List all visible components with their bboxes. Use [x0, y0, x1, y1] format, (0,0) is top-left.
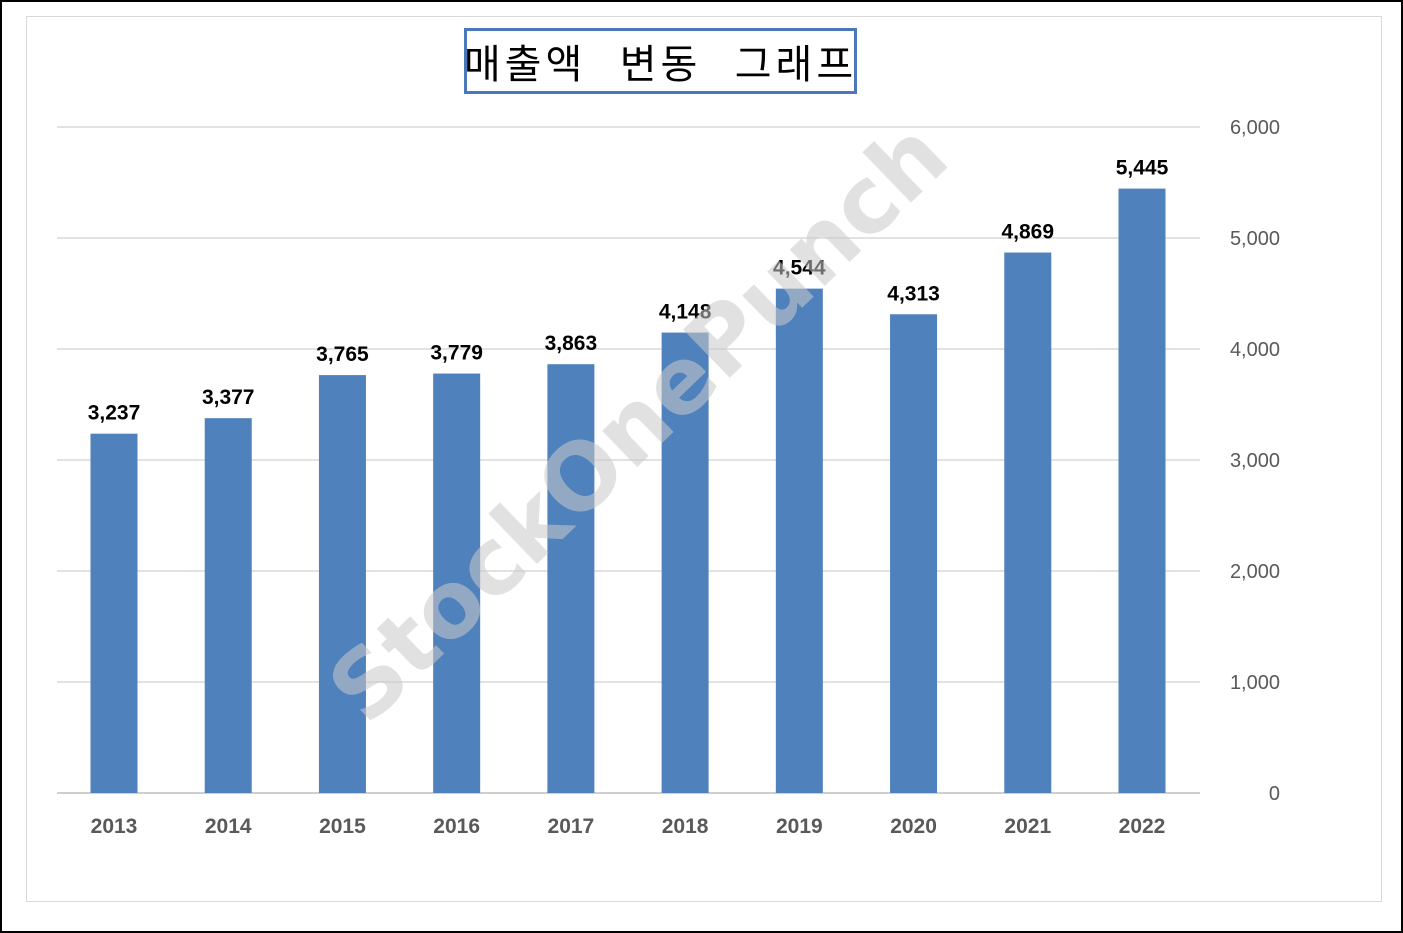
bar	[1118, 188, 1166, 794]
bar	[318, 375, 366, 793]
x-tick-label: 2019	[776, 815, 823, 838]
y-tick-label: 0	[1269, 783, 1280, 805]
data-label: 3,237	[88, 402, 141, 425]
bar	[204, 418, 252, 793]
y-tick-label: 2,000	[1230, 561, 1280, 583]
x-axis-ticks: 2013 2014 2015 2016 2017 2018 2019 2020 2021 2022	[91, 815, 1166, 838]
bar	[890, 314, 938, 793]
x-tick-label: 2015	[319, 815, 366, 838]
x-tick-label: 2018	[662, 815, 709, 838]
data-label: 4,313	[887, 282, 940, 305]
chart-title-box: 매출액 변동 그래프	[464, 28, 857, 94]
data-label: 3,765	[316, 343, 369, 366]
x-tick-label: 2021	[1004, 815, 1051, 838]
chart-title: 매출액 변동 그래프	[463, 42, 858, 88]
x-tick-label: 2014	[205, 815, 252, 838]
bar	[775, 288, 823, 793]
x-tick-label: 2022	[1119, 815, 1166, 838]
data-label: 3,779	[430, 342, 483, 365]
bar	[547, 364, 595, 793]
bar	[433, 373, 481, 793]
x-tick-label: 2020	[890, 815, 937, 838]
y-tick-label: 1,000	[1230, 672, 1280, 694]
data-labels: 3,237 3,377 3,765 3,779 3,863 4,148 4,544 4,313…	[88, 157, 1169, 425]
y-tick-label: 4,000	[1230, 339, 1280, 361]
data-label: 5,445	[1116, 157, 1169, 180]
data-label: 3,863	[545, 332, 598, 355]
data-label: 4,544	[773, 257, 826, 280]
data-label: 3,377	[202, 386, 255, 409]
bar	[90, 433, 138, 793]
x-tick-label: 2013	[91, 815, 138, 838]
bars	[90, 188, 1166, 794]
bar	[1004, 252, 1052, 793]
y-tick-label: 3,000	[1230, 450, 1280, 472]
y-axis-ticks: 0 1,000 2,000 3,000 4,000 5,000 6,000	[1230, 117, 1280, 805]
data-label: 4,148	[659, 301, 712, 324]
chart-area-border	[26, 16, 1382, 902]
x-tick-label: 2017	[548, 815, 595, 838]
data-label: 4,869	[1001, 221, 1054, 244]
watermark: StockOnePunch	[308, 101, 968, 743]
x-tick-label: 2016	[433, 815, 480, 838]
bar	[661, 332, 709, 793]
y-tick-label: 6,000	[1230, 117, 1280, 139]
y-tick-label: 5,000	[1230, 228, 1280, 250]
